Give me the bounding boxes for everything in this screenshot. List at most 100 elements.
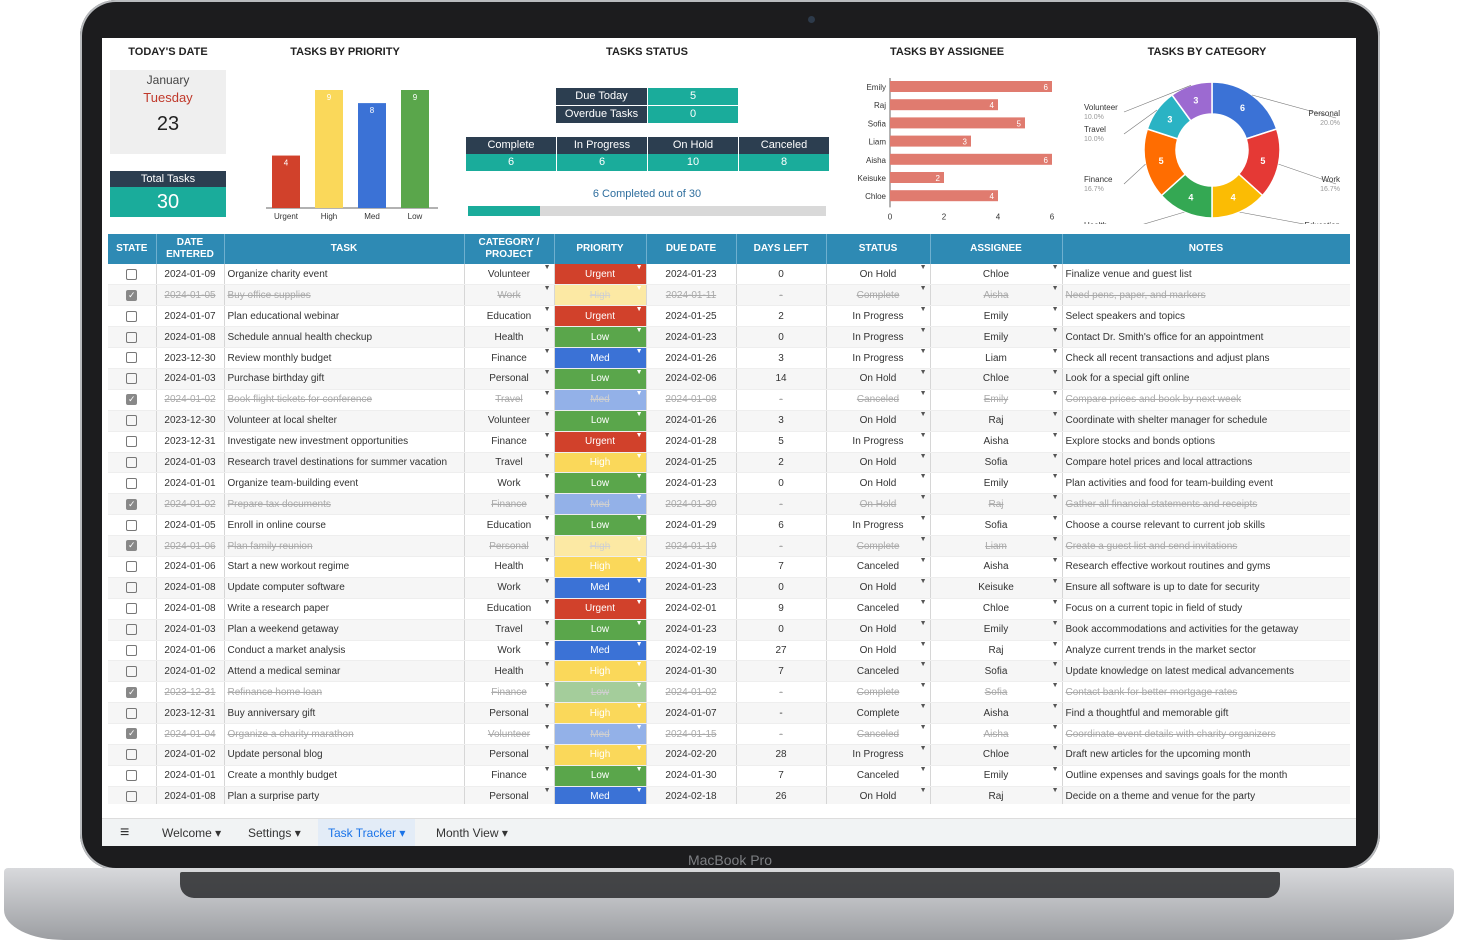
date-entered-cell[interactable]: 2024-01-09 xyxy=(156,264,225,286)
task-cell[interactable]: Book flight tickets for conference xyxy=(224,389,465,411)
assignee-dropdown[interactable]: Emily ▼ xyxy=(930,326,1063,349)
task-cell[interactable]: Plan a weekend getaway xyxy=(224,619,465,641)
status-dropdown[interactable]: Complete ▼ xyxy=(826,702,931,725)
status-dropdown[interactable]: Canceled ▼ xyxy=(826,389,931,411)
category-dropdown[interactable]: Work ▼ xyxy=(464,284,555,307)
due-date-cell[interactable]: 2024-01-23 xyxy=(646,326,737,349)
state-checkbox[interactable]: ✓ xyxy=(126,289,138,301)
task-cell[interactable]: Organize charity event xyxy=(224,264,465,286)
category-dropdown[interactable]: Travel ▼ xyxy=(464,452,555,474)
due-date-cell[interactable]: 2024-01-02 xyxy=(646,681,737,704)
status-dropdown[interactable]: Canceled ▼ xyxy=(826,765,931,787)
task-cell[interactable]: Conduct a market analysis xyxy=(224,640,465,662)
tab-task-tracker[interactable]: Task Tracker ▾ xyxy=(318,819,416,846)
assignee-dropdown[interactable]: Emily ▼ xyxy=(930,389,1063,411)
priority-dropdown[interactable]: Low ▼ xyxy=(554,765,647,787)
date-entered-cell[interactable]: 2023-12-30 xyxy=(156,347,225,369)
task-cell[interactable]: Attend a medical seminar xyxy=(224,660,465,683)
date-entered-cell[interactable]: 2024-01-08 xyxy=(156,598,225,620)
due-date-cell[interactable]: 2024-01-25 xyxy=(646,452,737,474)
category-dropdown[interactable]: Work ▼ xyxy=(464,640,555,662)
priority-dropdown[interactable]: Med ▼ xyxy=(554,577,647,599)
task-cell[interactable]: Start a new workout regime xyxy=(224,556,465,578)
date-entered-cell[interactable]: 2024-01-02 xyxy=(156,660,225,683)
priority-dropdown[interactable]: High ▼ xyxy=(554,284,647,307)
task-cell[interactable]: Plan educational webinar xyxy=(224,305,465,328)
assignee-dropdown[interactable]: Raj ▼ xyxy=(930,410,1063,432)
assignee-dropdown[interactable]: Sofia ▼ xyxy=(930,514,1063,537)
due-date-cell[interactable]: 2024-02-19 xyxy=(646,640,737,662)
assignee-dropdown[interactable]: Sofia ▼ xyxy=(930,660,1063,683)
priority-dropdown[interactable]: Low ▼ xyxy=(554,681,647,704)
state-checkbox[interactable] xyxy=(126,707,138,719)
notes-cell[interactable]: Look for a special gift online xyxy=(1062,368,1350,390)
state-checkbox[interactable] xyxy=(126,665,138,677)
date-entered-cell[interactable]: 2023-12-31 xyxy=(156,681,225,704)
task-cell[interactable]: Refinance home loan xyxy=(224,681,465,704)
assignee-dropdown[interactable]: Emily ▼ xyxy=(930,472,1063,495)
due-date-cell[interactable]: 2024-02-01 xyxy=(646,598,737,620)
state-checkbox[interactable] xyxy=(126,519,138,531)
assignee-dropdown[interactable]: Aisha ▼ xyxy=(930,431,1063,453)
category-dropdown[interactable]: Finance ▼ xyxy=(464,493,555,516)
assignee-dropdown[interactable]: Aisha ▼ xyxy=(930,284,1063,307)
notes-cell[interactable]: Finalize venue and guest list xyxy=(1062,264,1350,286)
assignee-dropdown[interactable]: Aisha ▼ xyxy=(930,702,1063,725)
due-date-cell[interactable]: 2024-01-11 xyxy=(646,284,737,307)
status-dropdown[interactable]: On Hold ▼ xyxy=(826,786,931,804)
task-cell[interactable]: Buy anniversary gift xyxy=(224,702,465,725)
date-entered-cell[interactable]: 2024-01-04 xyxy=(156,723,225,745)
status-dropdown[interactable]: In Progress ▼ xyxy=(826,347,931,369)
assignee-dropdown[interactable]: Chloe ▼ xyxy=(930,368,1063,390)
due-date-cell[interactable]: 2024-01-23 xyxy=(646,577,737,599)
notes-cell[interactable]: Coordinate with shelter manager for sche… xyxy=(1062,410,1350,432)
notes-cell[interactable]: Contact Dr. Smith's office for an appoin… xyxy=(1062,326,1350,349)
due-date-cell[interactable]: 2024-01-15 xyxy=(646,723,737,745)
status-dropdown[interactable]: On Hold ▼ xyxy=(826,640,931,662)
state-checkbox[interactable]: ✓ xyxy=(126,686,138,698)
assignee-dropdown[interactable]: Chloe ▼ xyxy=(930,598,1063,620)
task-cell[interactable]: Purchase birthday gift xyxy=(224,368,465,390)
due-date-cell[interactable]: 2024-01-30 xyxy=(646,765,737,787)
category-dropdown[interactable]: Finance ▼ xyxy=(464,431,555,453)
due-date-cell[interactable]: 2024-01-19 xyxy=(646,535,737,557)
notes-cell[interactable]: Focus on a current topic in field of stu… xyxy=(1062,598,1350,620)
notes-cell[interactable]: Update knowledge on latest medical advan… xyxy=(1062,660,1350,683)
notes-cell[interactable]: Draft new articles for the upcoming mont… xyxy=(1062,744,1350,766)
state-checkbox[interactable] xyxy=(126,373,138,385)
assignee-dropdown[interactable]: Aisha ▼ xyxy=(930,723,1063,745)
priority-dropdown[interactable]: Med ▼ xyxy=(554,723,647,745)
state-checkbox[interactable]: ✓ xyxy=(126,394,138,406)
due-date-cell[interactable]: 2024-01-23 xyxy=(646,619,737,641)
notes-cell[interactable]: Find a thoughtful and memorable gift xyxy=(1062,702,1350,725)
status-dropdown[interactable]: In Progress ▼ xyxy=(826,305,931,328)
date-entered-cell[interactable]: 2024-01-02 xyxy=(156,389,225,411)
status-dropdown[interactable]: Canceled ▼ xyxy=(826,723,931,745)
due-date-cell[interactable]: 2024-02-18 xyxy=(646,786,737,804)
date-entered-cell[interactable]: 2024-01-03 xyxy=(156,368,225,390)
task-cell[interactable]: Buy office supplies xyxy=(224,284,465,307)
task-cell[interactable]: Investigate new investment opportunities xyxy=(224,431,465,453)
all-sheets-menu-icon[interactable]: ≡ xyxy=(120,824,130,841)
date-entered-cell[interactable]: 2024-01-01 xyxy=(156,472,225,495)
notes-cell[interactable]: Outline expenses and savings goals for t… xyxy=(1062,765,1350,787)
priority-dropdown[interactable]: Urgent ▼ xyxy=(554,598,647,620)
status-dropdown[interactable]: On Hold ▼ xyxy=(826,472,931,495)
task-cell[interactable]: Plan family reunion xyxy=(224,535,465,557)
priority-dropdown[interactable]: High ▼ xyxy=(554,702,647,725)
category-dropdown[interactable]: Travel ▼ xyxy=(464,619,555,641)
task-cell[interactable]: Update computer software xyxy=(224,577,465,599)
due-date-cell[interactable]: 2024-01-28 xyxy=(646,431,737,453)
date-entered-cell[interactable]: 2024-01-05 xyxy=(156,284,225,307)
date-entered-cell[interactable]: 2023-12-31 xyxy=(156,431,225,453)
state-checkbox[interactable] xyxy=(126,477,138,489)
priority-dropdown[interactable]: Low ▼ xyxy=(554,472,647,495)
notes-cell[interactable]: Ensure all software is up to date for se… xyxy=(1062,577,1350,599)
due-date-cell[interactable]: 2024-01-26 xyxy=(646,410,737,432)
priority-dropdown[interactable]: Urgent ▼ xyxy=(554,431,647,453)
task-cell[interactable]: Prepare tax documents xyxy=(224,493,465,516)
notes-cell[interactable]: Compare prices and book by next week xyxy=(1062,389,1350,411)
assignee-dropdown[interactable]: Raj ▼ xyxy=(930,493,1063,516)
state-checkbox[interactable] xyxy=(126,582,138,594)
date-entered-cell[interactable]: 2024-01-08 xyxy=(156,326,225,349)
